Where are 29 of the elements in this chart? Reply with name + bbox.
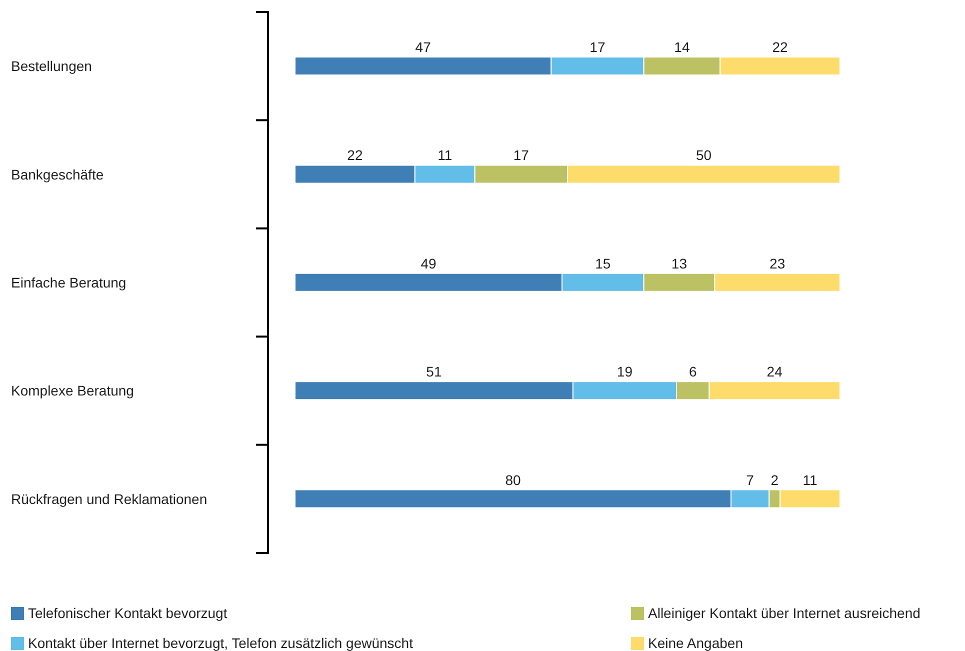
legend-label: Kontakt über Internet bevorzugt, Telefon zusätzlich gewünscht [28,635,413,651]
data-label: 17 [590,39,606,55]
data-label: 14 [674,39,690,55]
data-label: 6 [688,364,697,380]
data-label: 7 [746,472,754,488]
data-label: 49 [420,255,437,272]
data-label: 11 [802,472,818,488]
legend-label: Alleiniger Kontakt über Internet ausreichend [648,605,920,621]
data-label: 19 [616,364,633,380]
data-label: 22 [347,147,363,164]
data-label: 2 [770,472,779,488]
data-label: 11 [438,147,452,164]
y-tick-label: Bankgeschäfte [11,166,104,182]
data-label: 22 [772,39,788,55]
data-label: 13 [671,255,688,272]
data-label: 24 [766,364,783,380]
y-tick-label: Einfache Beratung [11,274,126,290]
y-tick-label: Bestellungen [11,58,92,74]
legend-label: Keine Angaben [648,635,743,651]
data-label: 47 [415,39,432,55]
data-label: 50 [696,147,712,164]
data-label: 51 [426,364,442,380]
y-tick-label: Komplexe Beratung [11,382,134,399]
legend-label: Telefonischer Kontakt bevorzugt [28,605,228,621]
y-tick-label: Rückfragen und Reklamationen [11,490,208,507]
data-label: 80 [505,472,521,488]
data-label: 23 [770,255,786,272]
data-label: 15 [595,255,611,272]
data-label: 17 [513,147,530,164]
